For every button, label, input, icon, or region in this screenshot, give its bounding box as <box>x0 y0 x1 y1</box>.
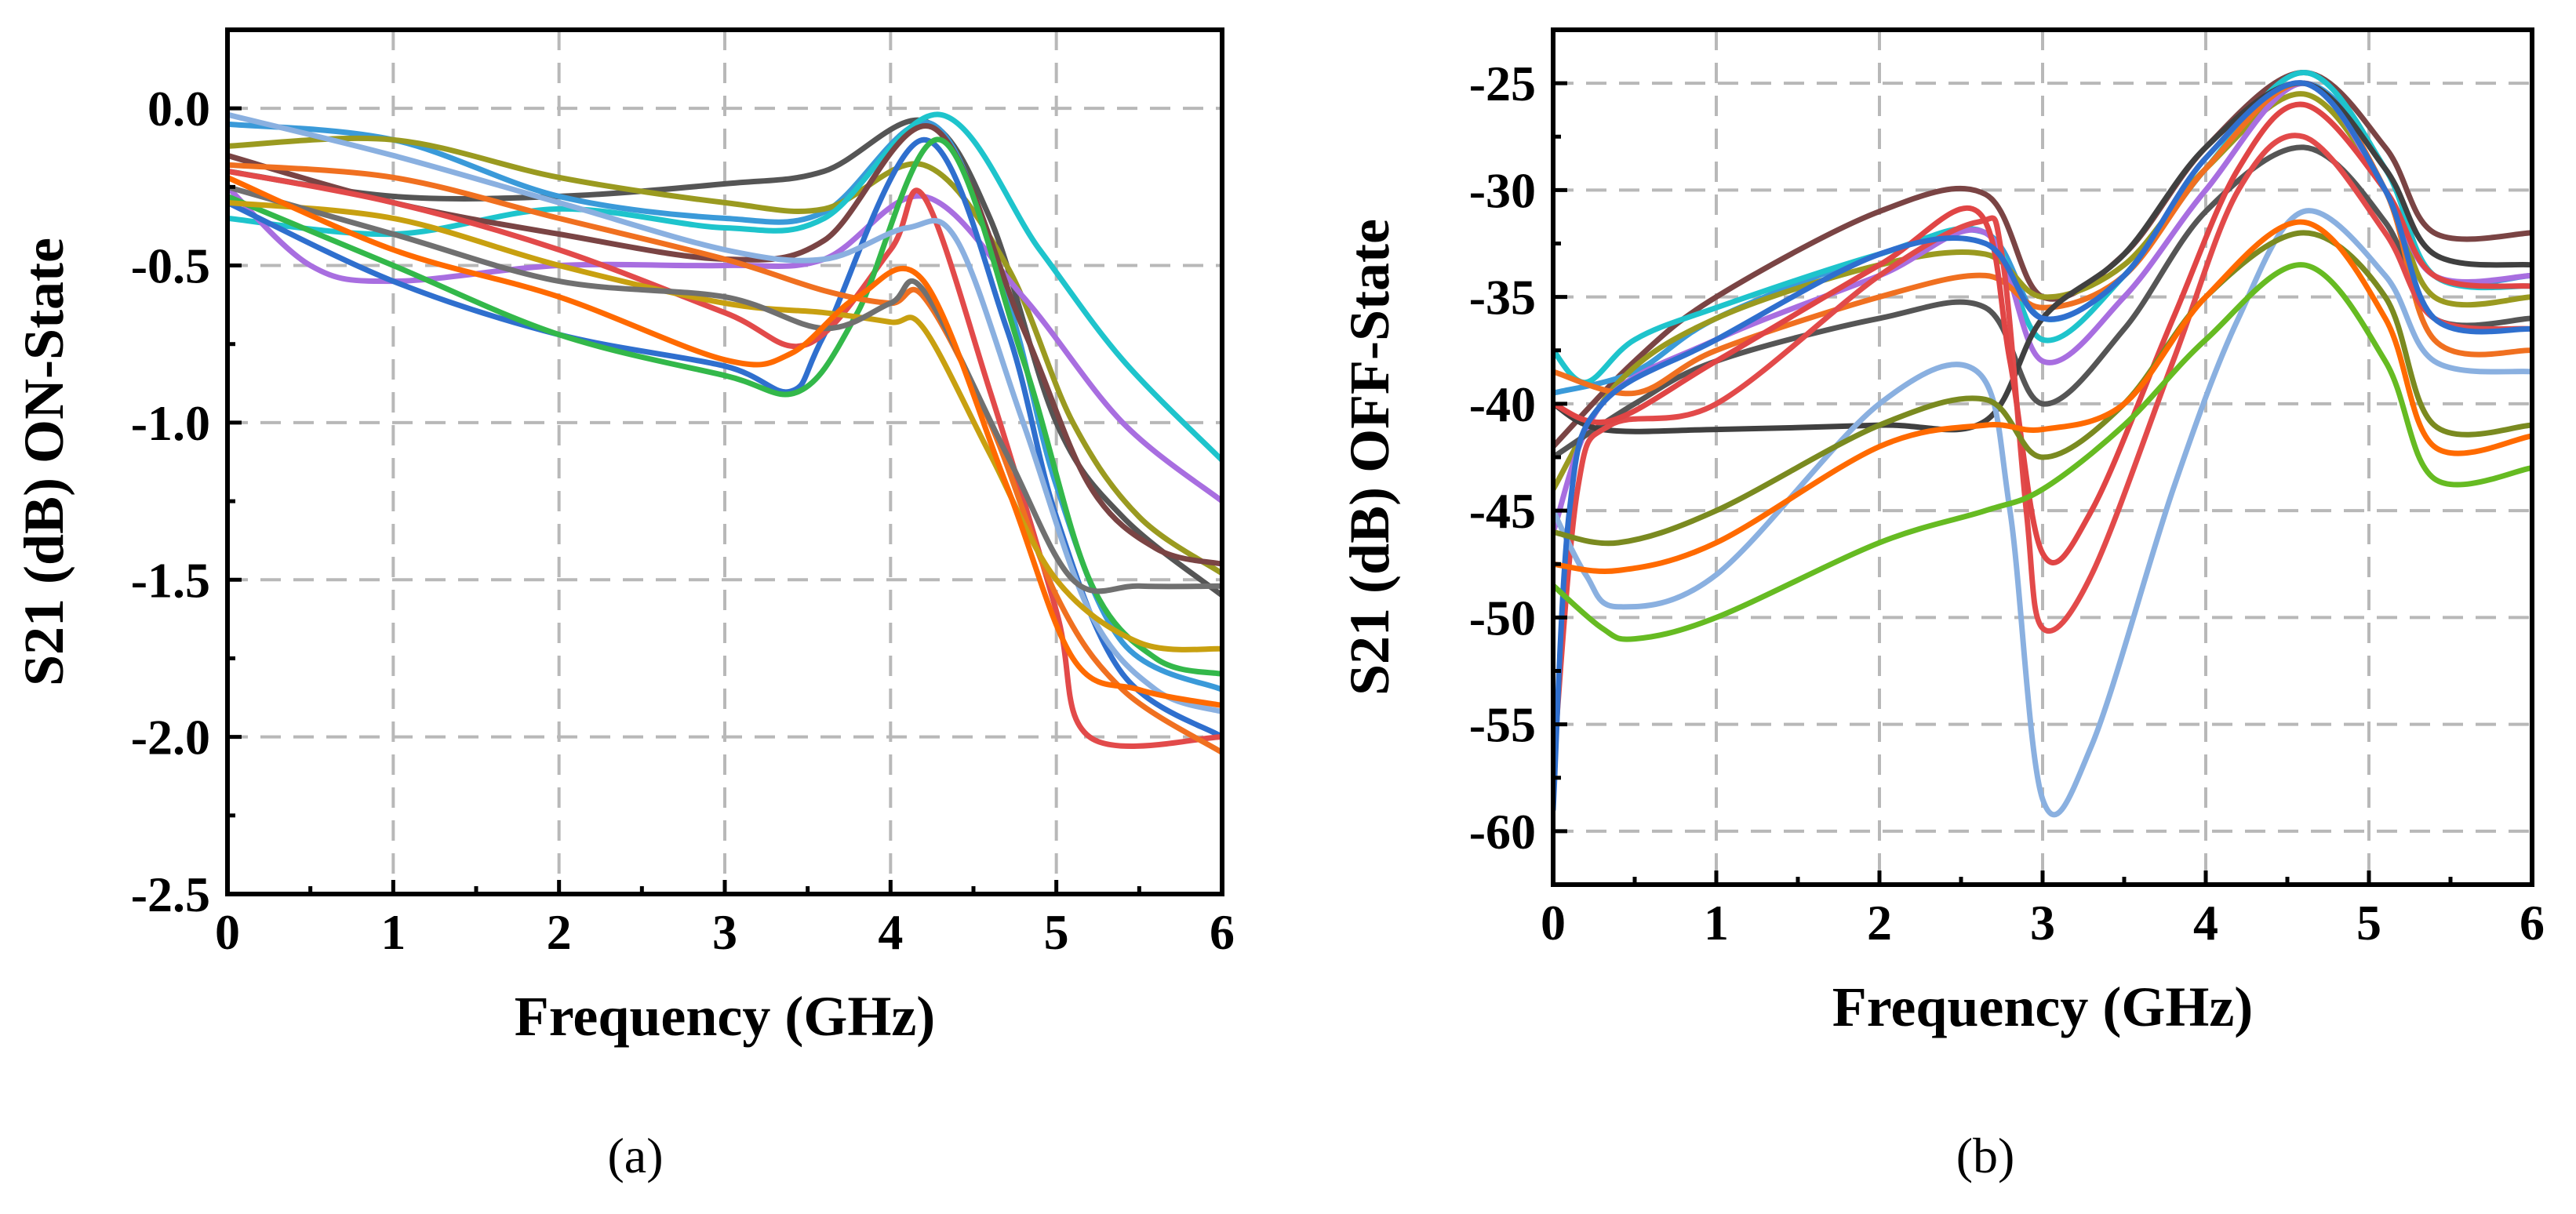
x-tick-label: 5 <box>2356 895 2381 950</box>
series-group <box>1553 70 2532 818</box>
x-tick-label: 0 <box>215 904 240 960</box>
y-tick-label: -25 <box>1469 56 1536 111</box>
x-axis: 0 1 2 3 4 5 6 <box>215 880 1235 960</box>
x-tick-label: 2 <box>1867 895 1892 950</box>
series-line-s8 <box>227 168 1222 749</box>
series-line-s5 <box>227 184 1222 504</box>
chart-panel-a: 0 1 2 3 4 5 6 0.0 -0.5 -1.0 -1.5 -2.0 -2.5 Frequency … <box>13 27 1235 1048</box>
chart-panel-b: 0 1 2 3 4 5 6 -25 -30 -35 -40 -45 -50 -55 -60 Frequency… <box>1338 27 2545 1038</box>
y-tick-label: 0.0 <box>147 81 210 136</box>
series-line-t15 <box>1553 262 2532 642</box>
x-axis-title: Frequency (GHz) <box>1832 976 2254 1038</box>
series-line-s13 <box>227 184 1222 594</box>
series-line-t9 <box>1553 133 2532 770</box>
y-tick-label: -2.0 <box>131 710 210 765</box>
series-line-s14 <box>227 174 1222 709</box>
series-line-s12 <box>227 199 1222 652</box>
x-tick-label: 2 <box>547 904 572 960</box>
y-tick-label: -50 <box>1469 590 1536 645</box>
caption-a: (a) <box>607 1128 663 1183</box>
series-line-t13 <box>1553 230 2532 547</box>
y-tick-label: -40 <box>1469 376 1536 432</box>
y-axis-title: S21 (dB) ON-State <box>13 238 75 686</box>
y-tick-label: -0.5 <box>131 238 210 294</box>
grid-lines <box>227 30 1222 894</box>
x-tick-label: 6 <box>2520 895 2545 950</box>
x-tick-label: 6 <box>1210 904 1235 960</box>
y-tick-label: -1.5 <box>131 552 210 608</box>
x-tick-label: 4 <box>2193 895 2218 950</box>
x-tick-label: 1 <box>380 904 406 960</box>
x-tick-label: 3 <box>712 904 737 960</box>
y-tick-label: -2.5 <box>131 867 210 922</box>
x-tick-label: 4 <box>878 904 903 960</box>
series-line-t11 <box>1553 208 2532 818</box>
series-line-t8 <box>1553 80 2532 434</box>
y-tick-label: -60 <box>1469 804 1536 860</box>
x-tick-label: 3 <box>2030 895 2055 950</box>
x-axis-title: Frequency (GHz) <box>515 985 936 1048</box>
x-tick-label: 1 <box>1704 895 1729 950</box>
x-tick-label: 0 <box>1541 895 1566 950</box>
caption-b: (b) <box>1956 1128 2015 1183</box>
series-line-t12 <box>1553 80 2532 813</box>
series-line-t10 <box>1553 101 2532 565</box>
y-tick-label: -55 <box>1469 697 1536 753</box>
y-tick-label: -1.0 <box>131 395 210 451</box>
y-axis: -25 -30 -35 -40 -45 -50 -55 -60 <box>1469 56 1567 860</box>
series-line-t14 <box>1553 219 2532 574</box>
y-tick-label: -35 <box>1469 270 1536 325</box>
x-tick-label: 5 <box>1044 904 1069 960</box>
x-axis: 0 1 2 3 4 5 6 <box>1541 871 2545 950</box>
y-axis-title: S21 (dB) OFF-State <box>1338 219 1401 696</box>
y-axis: 0.0 -0.5 -1.0 -1.5 -2.0 -2.5 <box>131 81 242 922</box>
y-tick-label: -30 <box>1469 162 1536 218</box>
y-tick-label: -45 <box>1469 483 1536 539</box>
series-group <box>227 111 1222 756</box>
series-line-s6 <box>227 122 1222 567</box>
